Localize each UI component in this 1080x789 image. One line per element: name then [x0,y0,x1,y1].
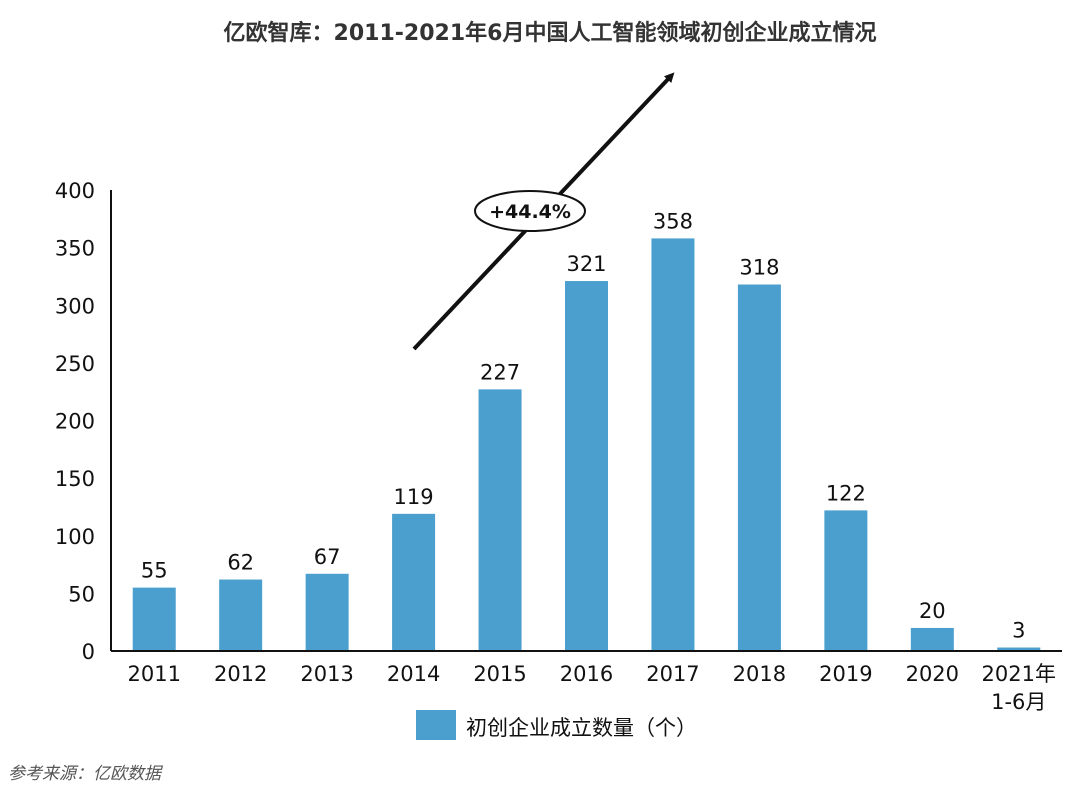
y-tick-label: 300 [55,294,95,318]
y-tick-label: 350 [55,237,95,261]
x-tick-label: 2011 [128,662,181,686]
bar [651,238,695,651]
data-label: 227 [480,360,520,384]
bar [737,284,781,651]
data-label: 20 [919,599,946,623]
data-label: 321 [566,252,606,276]
y-tick-label: 200 [55,410,95,434]
bar [478,389,522,651]
x-tick-label: 2015 [473,662,526,686]
bar [997,647,1041,651]
bar [219,579,263,651]
source-note: 参考来源：亿欧数据 [8,764,164,784]
growth-annotation: +44.4% [489,201,571,223]
data-label: 358 [653,209,693,233]
data-label: 67 [314,545,341,569]
x-tick-label: 2019 [819,662,872,686]
y-tick-label: 250 [55,352,95,376]
bar [392,513,436,651]
bars [132,238,1041,651]
y-tick-label: 0 [82,640,95,664]
growth-annotation-ellipse [474,190,586,232]
x-axis: 2011 2012 2013 2014 2015 2016 2017 2018 2019 2020… [128,662,1056,714]
data-label: 55 [141,559,168,583]
x-tick-label: 2017 [646,662,699,686]
y-tick-label: 50 [68,582,95,606]
legend-swatch [416,710,456,740]
bar [305,573,349,651]
x-tick-label: 2021年 1-6月 [982,662,1056,714]
x-tick-label: 2016 [560,662,613,686]
bar [565,281,608,651]
data-label: 62 [227,551,254,575]
y-tick-label: 150 [55,467,95,491]
data-label: 122 [826,481,866,505]
y-tick-label: 100 [55,525,95,549]
data-label: 3 [1012,619,1025,643]
bar [824,510,868,651]
x-tick-label: 2018 [733,662,786,686]
chart-title: 亿欧智库：2011-2021年6月中国人工智能领域初创企业成立情况 [224,20,877,46]
y-axis: 0 50 100 150 200 250 300 350 400 [55,179,95,664]
data-label: 318 [739,256,779,280]
bar [910,627,954,651]
data-labels: 55 62 67 119 227 321 358 318 122 20 3 [141,209,1026,642]
bar [132,587,176,651]
data-label: 119 [394,485,434,509]
y-tick-label: 400 [55,179,95,203]
x-tick-label: 2013 [300,662,353,686]
x-tick-label: 2014 [387,662,440,686]
x-tick-label: 2012 [214,662,267,686]
x-tick-label: 2020 [906,662,959,686]
legend-label: 初创企业成立数量（个） [466,716,697,740]
